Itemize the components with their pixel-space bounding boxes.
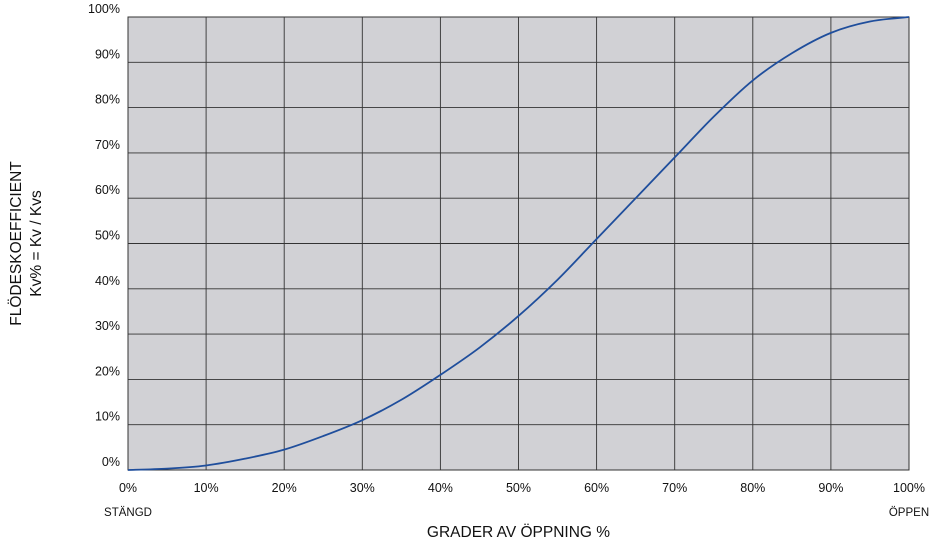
x-tick-label: 10% [194, 481, 219, 495]
y-tick-label: 80% [95, 93, 120, 107]
y-axis-title-line-1: FLÖDESKOEFFICIENT [7, 161, 25, 326]
x-tick-label: 20% [272, 481, 297, 495]
grid-lines [127, 16, 910, 471]
y-tick-label: 20% [95, 364, 120, 378]
x-tick-label: 0% [119, 481, 137, 495]
y-axis-title-line-2: Kv% = Kv / Kvs [28, 190, 45, 297]
x-tick-label: 90% [818, 481, 843, 495]
x-tick-label: 80% [740, 481, 765, 495]
flow-curve-line [127, 16, 910, 471]
y-tick-label: 70% [95, 138, 120, 152]
x-tick-label: 70% [662, 481, 687, 495]
y-tick-label: 90% [95, 47, 120, 61]
y-tick-label: 10% [95, 410, 120, 424]
x-start-label: STÄNGD [104, 507, 152, 519]
y-tick-label: 30% [95, 319, 120, 333]
y-tick-label: 0% [102, 455, 120, 469]
y-tick-label: 40% [95, 274, 120, 288]
x-tick-label: 50% [506, 481, 531, 495]
x-end-label: ÖPPEN [889, 507, 929, 519]
x-tick-label: 60% [584, 481, 609, 495]
y-tick-label: 100% [88, 2, 120, 16]
x-tick-label: 100% [893, 481, 925, 495]
y-axis-tick-labels: 0% 10% 20% 30% 40% 50% 60% 70% 80% 90% 100% [88, 2, 120, 469]
x-axis-tick-labels: 0% 10% 20% 30% 40% 50% 60% 70% 80% 90% 100% [119, 481, 925, 495]
y-tick-label: 50% [95, 229, 120, 243]
x-axis-title: GRADER AV ÖPPNING % [427, 523, 610, 541]
x-tick-label: 30% [350, 481, 375, 495]
y-tick-label: 60% [95, 183, 120, 197]
x-tick-label: 40% [428, 481, 453, 495]
